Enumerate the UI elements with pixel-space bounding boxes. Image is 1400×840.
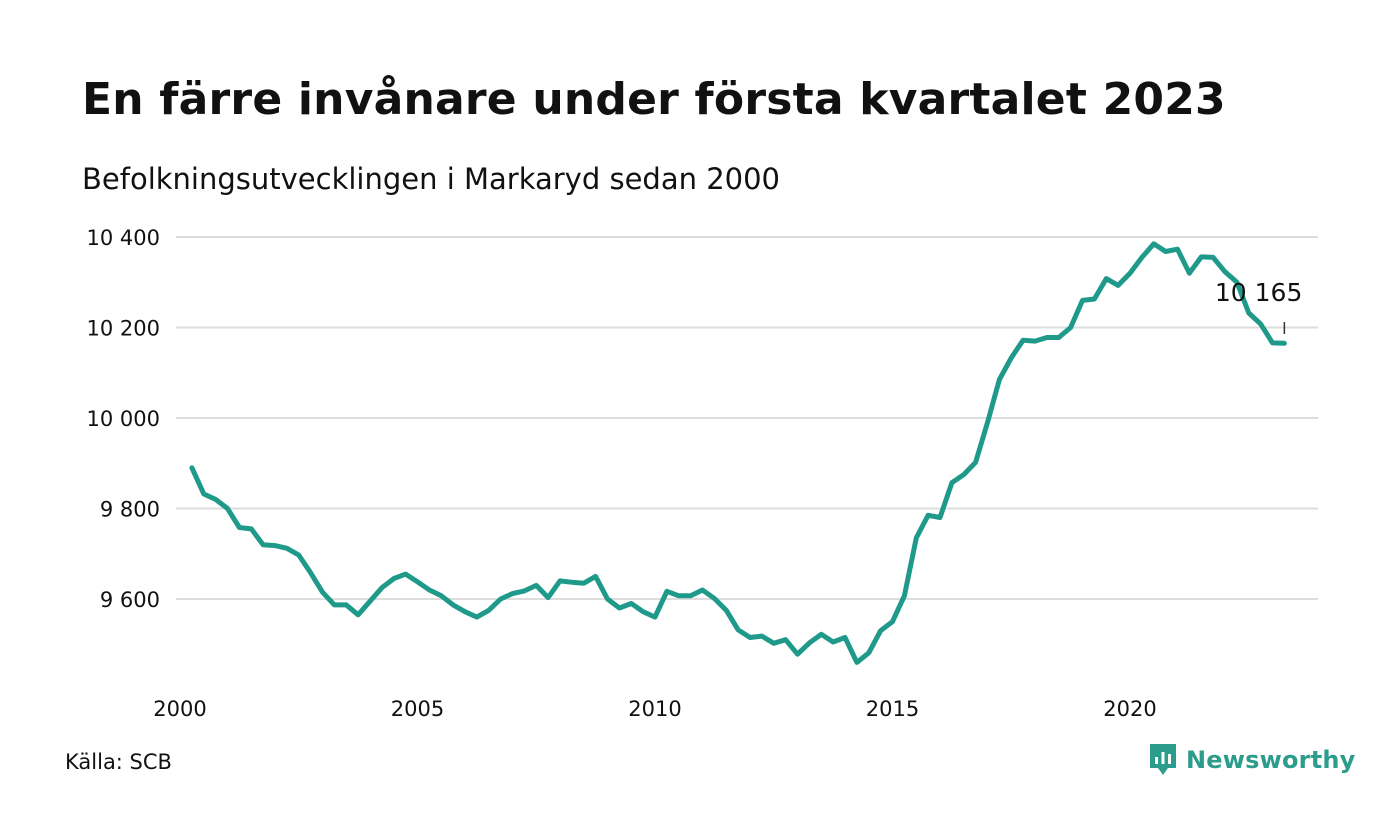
- x-tick-label: 2005: [391, 697, 444, 721]
- y-tick-label: 9 600: [100, 588, 160, 612]
- y-tick-label: 9 800: [100, 498, 160, 522]
- population-series-line: [189, 241, 1287, 665]
- y-tick-label: 10 200: [87, 317, 160, 341]
- brand-logo: Newsworthy: [1148, 742, 1356, 778]
- source-note: Källa: SCB: [65, 750, 172, 774]
- x-tick-label: 2010: [628, 697, 681, 721]
- brand-name: Newsworthy: [1186, 746, 1356, 774]
- chart-title: En färre invånare under första kvartalet…: [82, 74, 1226, 125]
- x-tick-label: 2000: [153, 697, 206, 721]
- y-tick-label: 10 400: [87, 226, 160, 250]
- chart-subtitle: Befolkningsutvecklingen i Markaryd sedan…: [82, 162, 780, 196]
- x-tick-label: 2015: [866, 697, 919, 721]
- x-tick-label: 2020: [1103, 697, 1156, 721]
- y-tick-label: 10 000: [87, 407, 160, 431]
- newsworthy-logo-icon: [1148, 742, 1178, 778]
- end-value-label: 10 165: [1215, 278, 1302, 307]
